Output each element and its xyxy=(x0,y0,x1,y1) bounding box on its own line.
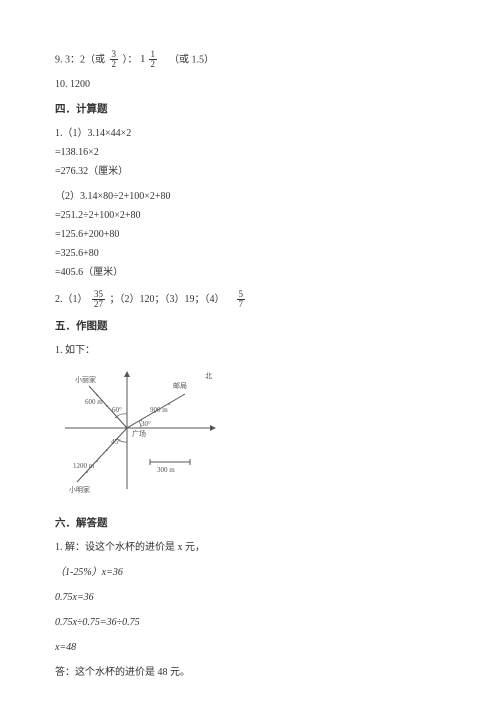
calc-1-part2: （2）3.14×80÷2+100×2+80 =251.2÷2+100×2+80 … xyxy=(55,189,445,280)
lbl-north: 北 xyxy=(205,372,212,380)
section-6-title: 六．解答题 xyxy=(55,516,445,532)
q9-suffix: （或 1.5） xyxy=(169,54,214,65)
calc-line: （2）3.14×80÷2+100×2+80 xyxy=(55,189,445,204)
calc-line: 1.（1）3.14×44×2 xyxy=(55,126,445,141)
lbl-600m: 600 m xyxy=(85,398,103,406)
solve-l1: 1. 解：设这个水杯的进价是 x 元， xyxy=(55,540,445,555)
lbl-plaza: 广场 xyxy=(132,429,146,438)
lbl-900m: 900 m xyxy=(150,406,168,414)
fraction-35-27: 35 27 xyxy=(92,290,105,309)
figure-label: 1. 如下： xyxy=(55,343,445,358)
calc-line: =276.32（厘米） xyxy=(55,164,445,179)
calc2-prefix: 2.（1） xyxy=(55,294,88,305)
lbl-xiaoming: 小明家 xyxy=(69,485,90,494)
fraction-3-2: 3 2 xyxy=(110,50,119,69)
lbl-45: 45° xyxy=(111,438,121,446)
solve-l5: x=48 xyxy=(55,640,445,655)
question-10: 10. 1200 xyxy=(55,77,445,92)
calc-2: 2.（1） 35 27 ；（2）120；（3）19；（4） 5 7 xyxy=(55,290,445,309)
lbl-300m: 300 m xyxy=(157,466,175,474)
solve-l2: （1-25%）x=36 xyxy=(55,565,445,580)
calc-line: =125.6+200+80 xyxy=(55,227,445,242)
q9-prefix: 9. 3：2（或 xyxy=(55,54,105,65)
q9-mid: ）： xyxy=(123,54,138,65)
question-9: 9. 3：2（或 3 2 ）： 1 1 2 （或 1.5） xyxy=(55,50,445,69)
solve-l6: 答：这个水杯的进价是 48 元。 xyxy=(55,665,445,680)
lbl-60: 60° xyxy=(112,406,122,414)
calc-1-part1: 1.（1）3.14×44×2 =138.16×2 =276.32（厘米） xyxy=(55,126,445,179)
calc-line: =251.2÷2+100×2+80 xyxy=(55,208,445,223)
fraction-5-7: 5 7 xyxy=(237,290,246,309)
lbl-30: 30° xyxy=(141,420,151,428)
solve-l4: 0.75x÷0.75=36÷0.75 xyxy=(55,615,445,630)
calc-line: =325.6+80 xyxy=(55,246,445,261)
mixed-1-1-2: 1 1 2 xyxy=(140,50,159,69)
section-4-title: 四．计算题 xyxy=(55,102,445,118)
section-5-title: 五．作图题 xyxy=(55,319,445,335)
calc-line: =138.16×2 xyxy=(55,145,445,160)
solve-l3: 0.75x=36 xyxy=(55,590,445,605)
lbl-post: 邮局 xyxy=(173,381,187,390)
direction-diagram: 小丽家 600 m 邮局 北 900 m 60° 30° 45° 广场 300 … xyxy=(55,364,445,504)
lbl-1200m: 1200 m xyxy=(73,462,95,470)
calc-line: =405.6（厘米） xyxy=(55,265,445,280)
lbl-xiaoli: 小丽家 xyxy=(75,375,96,384)
calc2-mid: ；（2）120；（3）19；（4） xyxy=(110,294,225,305)
